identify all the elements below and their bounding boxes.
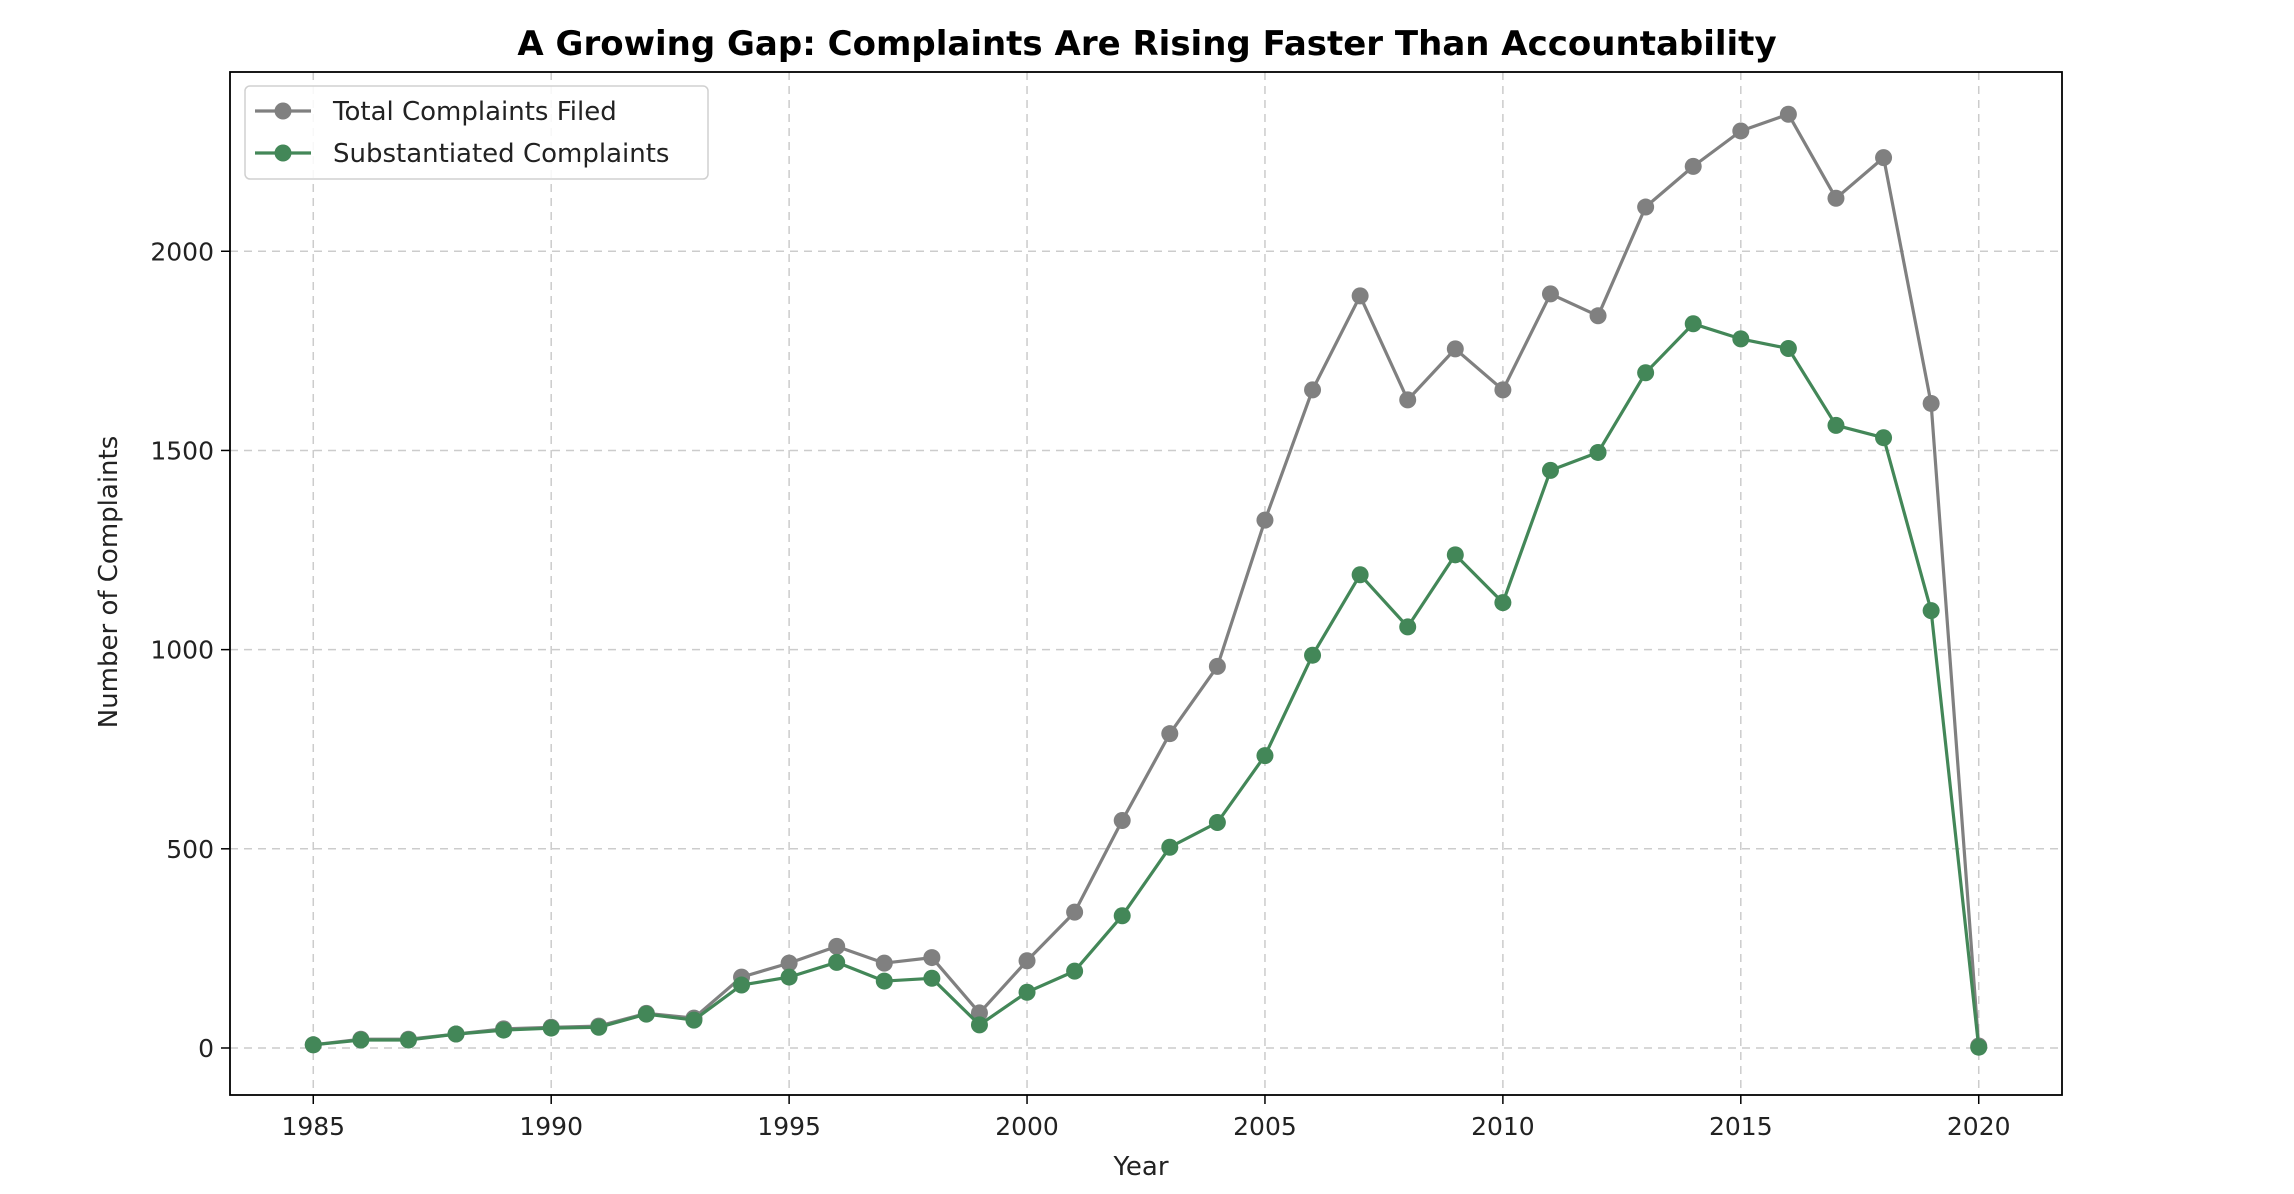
data-point bbox=[970, 1004, 988, 1022]
x-axis-label: Year bbox=[1112, 1152, 1168, 1182]
data-point bbox=[1018, 983, 1036, 1001]
data-point bbox=[447, 1025, 465, 1043]
data-point bbox=[1304, 381, 1322, 399]
data-point bbox=[304, 1036, 322, 1054]
legend: Total Complaints Filed Substantiated Comp… bbox=[244, 85, 709, 180]
series-line bbox=[313, 112, 1981, 1047]
y-tick-label: 2000 bbox=[150, 237, 214, 266]
y-tick-label: 1000 bbox=[150, 636, 214, 665]
series-1 bbox=[304, 105, 1988, 1055]
data-point bbox=[1208, 657, 1226, 675]
data-point bbox=[1446, 546, 1464, 564]
x-tick-label: 2015 bbox=[1709, 1112, 1773, 1141]
data-point bbox=[1779, 105, 1797, 123]
data-point bbox=[1922, 602, 1940, 620]
data-point bbox=[542, 1019, 560, 1037]
legend-marker bbox=[274, 102, 292, 120]
data-point bbox=[1208, 814, 1226, 832]
data-point bbox=[923, 949, 941, 967]
data-point bbox=[1827, 189, 1845, 207]
data-point bbox=[1066, 903, 1084, 921]
data-point bbox=[1637, 364, 1655, 382]
grid-lines bbox=[230, 72, 2062, 1095]
data-point bbox=[1589, 307, 1607, 325]
data-point bbox=[1970, 1038, 1988, 1056]
data-point bbox=[875, 954, 893, 972]
data-point bbox=[1732, 330, 1750, 348]
data-point bbox=[733, 976, 751, 994]
data-point bbox=[1446, 340, 1464, 358]
series-layer bbox=[304, 105, 1988, 1056]
data-point bbox=[923, 969, 941, 987]
data-point bbox=[1541, 285, 1559, 303]
y-axis-label: Number of Complaints bbox=[94, 436, 124, 729]
data-point bbox=[1351, 287, 1369, 305]
x-tick-label: 1995 bbox=[757, 1112, 821, 1141]
data-point bbox=[1732, 122, 1750, 140]
legend-box bbox=[244, 85, 709, 180]
data-point bbox=[1399, 618, 1417, 636]
data-point bbox=[1256, 747, 1274, 765]
legend-label: Substantiated Complaints bbox=[333, 139, 669, 169]
x-tick-label: 2020 bbox=[1947, 1112, 2011, 1141]
data-point bbox=[1399, 391, 1417, 409]
plot-area-frame bbox=[229, 71, 2063, 1096]
data-point bbox=[1541, 461, 1559, 479]
series-2 bbox=[304, 315, 1988, 1056]
data-point bbox=[1256, 511, 1274, 529]
data-point bbox=[1589, 443, 1607, 461]
legend-label: Total Complaints Filed bbox=[332, 97, 617, 127]
legend-marker bbox=[274, 144, 292, 162]
x-tick-label: 1985 bbox=[281, 1112, 345, 1141]
data-point bbox=[970, 1016, 988, 1034]
data-point bbox=[780, 954, 798, 972]
data-point bbox=[399, 1031, 417, 1049]
data-point bbox=[1161, 838, 1179, 856]
data-point bbox=[1684, 157, 1702, 175]
data-point bbox=[1494, 381, 1512, 399]
legend-item: Substantiated Complaints bbox=[255, 139, 669, 169]
x-tick-label: 2000 bbox=[995, 1112, 1059, 1141]
chart-title: A Growing Gap: Complaints Are Rising Fas… bbox=[517, 24, 1776, 64]
data-point bbox=[828, 953, 846, 971]
data-point bbox=[1875, 149, 1893, 167]
data-point bbox=[1351, 566, 1369, 584]
data-point bbox=[1113, 812, 1131, 830]
data-point bbox=[1494, 594, 1512, 612]
data-point bbox=[590, 1018, 608, 1036]
data-point bbox=[1637, 198, 1655, 216]
data-point bbox=[1684, 315, 1702, 333]
data-point bbox=[828, 937, 846, 955]
y-tick-label: 0 bbox=[198, 1034, 214, 1063]
y-tick-label: 1500 bbox=[150, 436, 214, 465]
data-point bbox=[1922, 394, 1940, 412]
data-point bbox=[352, 1031, 370, 1049]
y-tick-label: 500 bbox=[166, 835, 214, 864]
data-point bbox=[1018, 952, 1036, 970]
data-point bbox=[685, 1011, 703, 1029]
data-point bbox=[1304, 646, 1322, 664]
data-point bbox=[1161, 725, 1179, 743]
series-line bbox=[313, 322, 1981, 1048]
axis-ticks: 1985 1990 1995 2000 2005 2010 2015 2020 0 500 1000… bbox=[150, 237, 2010, 1141]
data-point bbox=[495, 1021, 513, 1039]
data-point bbox=[1066, 962, 1084, 980]
data-point bbox=[1779, 339, 1797, 357]
data-point bbox=[875, 972, 893, 990]
data-point bbox=[1875, 429, 1893, 447]
legend-item: Total Complaints Filed bbox=[255, 97, 617, 127]
x-tick-label: 2010 bbox=[1471, 1112, 1535, 1141]
data-point bbox=[637, 1005, 655, 1023]
data-point bbox=[1827, 416, 1845, 434]
x-tick-label: 1990 bbox=[519, 1112, 583, 1141]
data-point bbox=[780, 968, 798, 986]
data-point bbox=[1113, 907, 1131, 925]
x-tick-label: 2005 bbox=[1233, 1112, 1297, 1141]
